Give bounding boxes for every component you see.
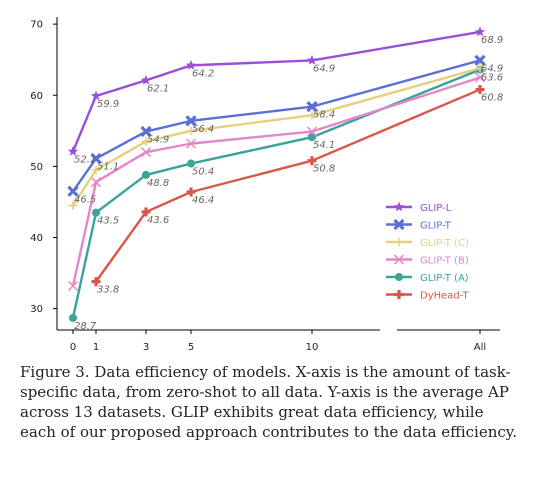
point-glip-t bbox=[90, 152, 102, 165]
point-glip-t-a bbox=[142, 170, 150, 179]
data-label-glip-t: 46.5 bbox=[74, 194, 96, 205]
data-label-glip-l: 64.2 bbox=[192, 68, 214, 79]
legend-marker bbox=[393, 218, 405, 231]
data-label-glip-t-a: 48.8 bbox=[147, 178, 169, 189]
y-tick-label: 60 bbox=[30, 91, 43, 102]
point-glip-t-c bbox=[141, 136, 151, 146]
series-line-glip-l bbox=[71, 30, 481, 152]
x-tick-label: 1 bbox=[93, 342, 99, 353]
point-glip-t bbox=[67, 185, 79, 197]
x-tick-label: 0 bbox=[70, 342, 76, 353]
legend: GLIP-L GLIP-T GLIP-T (C) GLIP-T (B) GLIP-T (… bbox=[386, 201, 469, 301]
series-line-glip-t-a bbox=[71, 68, 481, 319]
legend-item-glip-t: GLIP-T bbox=[386, 218, 452, 231]
point-glip-t-a bbox=[187, 159, 195, 168]
legend-label: GLIP-T bbox=[420, 220, 452, 231]
y-tick-label: 40 bbox=[30, 233, 43, 244]
series-line-glip-t-b bbox=[71, 76, 481, 287]
axes: 30 40 50 60 70 0 1 3 5 10 All bbox=[30, 17, 500, 353]
data-label-glip-t: 64.9 bbox=[481, 63, 503, 74]
point-glip-t-b bbox=[306, 126, 318, 137]
data-label-glip-t-a: 54.1 bbox=[313, 140, 335, 151]
point-glip-t-b bbox=[474, 72, 486, 83]
legend-label: GLIP-T (A) bbox=[420, 273, 469, 284]
point-glip-l bbox=[306, 54, 318, 65]
data-label-glip-t-a: 63.6 bbox=[481, 73, 503, 84]
figure-caption: Figure 3. Data efficiency of models. X-a… bbox=[20, 363, 518, 441]
data-label-glip-l: 62.1 bbox=[147, 83, 169, 94]
legend-item-glip-t-b: GLIP-T (B) bbox=[386, 254, 469, 266]
point-glip-t-c bbox=[307, 110, 317, 120]
point-glip-t-a bbox=[308, 133, 316, 142]
point-glip-t-b bbox=[90, 177, 102, 188]
point-glip-t bbox=[474, 54, 486, 67]
legend-item-glip-t-c: GLIP-T (C) bbox=[386, 237, 469, 249]
data-label-dyhead-t: 60.8 bbox=[481, 93, 503, 104]
legend-marker bbox=[395, 273, 403, 281]
point-glip-t-b bbox=[67, 280, 79, 291]
point-glip-t-a bbox=[92, 208, 100, 217]
legend-marker bbox=[394, 237, 404, 247]
data-label-glip-t-a: 28.7 bbox=[74, 321, 97, 332]
point-dyhead-t bbox=[186, 187, 196, 197]
legend-marker bbox=[394, 290, 404, 299]
x-tick-label: All bbox=[474, 342, 486, 353]
data-label-dyhead-t: 43.6 bbox=[147, 215, 169, 226]
legend-label: GLIP-L bbox=[420, 203, 452, 214]
data-label-glip-t: 51.1 bbox=[97, 162, 119, 173]
data-label-glip-l: 64.9 bbox=[313, 63, 335, 74]
legend-label: GLIP-T (C) bbox=[420, 238, 469, 249]
data-label-glip-t: 58.4 bbox=[313, 110, 335, 121]
data-label-glip-l: 52.1 bbox=[74, 154, 96, 165]
data-labels: 33.8 43.6 46.4 50.8 60.8 28.7 43.5 48.8 50.4 54.1… bbox=[74, 35, 503, 332]
point-glip-t-c bbox=[91, 165, 101, 175]
data-label-glip-l: 59.9 bbox=[97, 99, 119, 110]
point-dyhead-t bbox=[141, 207, 151, 217]
data-label-dyhead-t: 33.8 bbox=[97, 285, 119, 296]
point-glip-l bbox=[90, 90, 102, 101]
point-glip-t-c bbox=[186, 126, 196, 136]
point-dyhead-t bbox=[307, 156, 317, 166]
line-chart: 30 40 50 60 70 0 1 3 5 10 All 33.8 43.6 46.4 50.8 60.8… bbox=[30, 17, 503, 353]
x-tick-label: 10 bbox=[306, 342, 319, 353]
point-glip-t-b bbox=[140, 147, 152, 158]
x-tick-label: 3 bbox=[143, 342, 149, 353]
legend-label: GLIP-T (B) bbox=[420, 255, 469, 266]
y-tick-label: 50 bbox=[30, 162, 43, 173]
series-lines bbox=[67, 26, 486, 322]
y-tick-label: 30 bbox=[30, 304, 43, 315]
data-label-glip-t-a: 43.5 bbox=[97, 216, 119, 227]
data-label-glip-t-a: 50.4 bbox=[192, 167, 214, 178]
data-label-dyhead-t: 46.4 bbox=[192, 195, 214, 206]
legend-item-dyhead-t: DyHead-T bbox=[386, 290, 469, 301]
x-tick-label: 5 bbox=[188, 342, 194, 353]
point-glip-t bbox=[185, 115, 197, 127]
point-glip-t bbox=[306, 101, 318, 113]
point-glip-l bbox=[474, 26, 486, 37]
series-line-glip-t-c bbox=[71, 67, 481, 207]
data-label-dyhead-t: 50.8 bbox=[313, 164, 335, 175]
legend-label: DyHead-T bbox=[420, 290, 469, 301]
point-glip-t-a bbox=[69, 313, 77, 322]
data-label-glip-t: 56.4 bbox=[192, 124, 214, 135]
point-glip-t-b bbox=[185, 138, 197, 149]
series-line-glip-t bbox=[72, 59, 481, 192]
data-label-glip-l: 68.9 bbox=[481, 35, 503, 46]
data-label-glip-t: 54.9 bbox=[147, 135, 169, 146]
point-dyhead-t bbox=[475, 85, 485, 95]
y-tick-label: 70 bbox=[30, 20, 43, 31]
point-glip-l bbox=[67, 145, 79, 156]
legend-item-glip-l: GLIP-L bbox=[386, 201, 452, 214]
point-dyhead-t bbox=[91, 277, 101, 287]
point-glip-t-c bbox=[475, 63, 485, 73]
point-glip-l bbox=[185, 59, 197, 70]
legend-marker bbox=[393, 254, 405, 265]
point-glip-l bbox=[140, 74, 152, 85]
legend-marker bbox=[393, 201, 405, 212]
point-glip-t bbox=[140, 125, 152, 138]
legend-item-glip-t-a: GLIP-T (A) bbox=[386, 273, 469, 284]
point-glip-t-c bbox=[68, 201, 78, 211]
